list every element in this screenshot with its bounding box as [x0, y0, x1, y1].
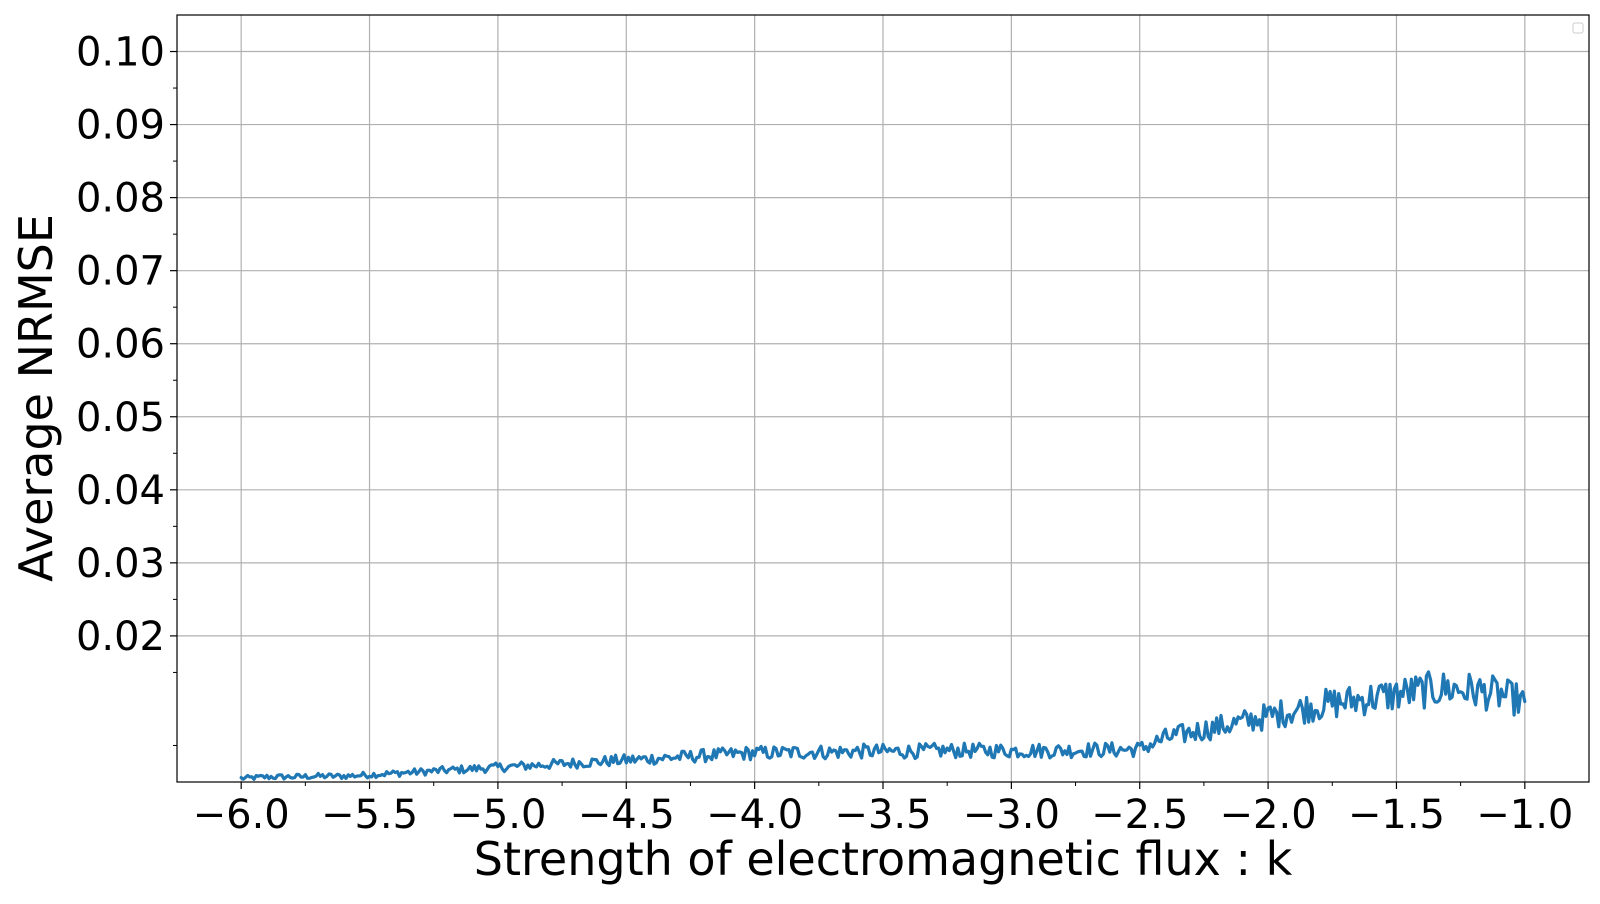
grid-layer [177, 15, 1589, 782]
series-line [239, 670, 1527, 781]
x-tick-label: −4.0 [706, 792, 803, 838]
legend-box [1572, 22, 1584, 34]
y-axis-title: Average NRMSE [9, 214, 63, 582]
x-tick-label: −2.0 [1220, 792, 1317, 838]
y-tick-label: 0.03 [76, 541, 165, 587]
x-tick-label: −3.0 [963, 792, 1060, 838]
y-tick-label: 0.07 [76, 249, 165, 295]
x-tick-label: −2.5 [1091, 792, 1188, 838]
y-tick-label: 0.08 [76, 176, 165, 222]
x-tick-label: −1.5 [1348, 792, 1445, 838]
x-tick-label: −5.0 [449, 792, 546, 838]
x-tick-label: −6.0 [193, 792, 290, 838]
x-axis-title: Strength of electromagnetic flux : k [474, 832, 1293, 886]
x-tick-label: −5.5 [321, 792, 418, 838]
x-axis: −6.0 −5.5 −5.0 −4.5 −4.0 −3.5 −3.0 −2.5 −2.0 −1.5… [193, 782, 1573, 838]
y-axis: 0.02 0.03 0.04 0.05 0.06 0.07 0.08 0.09 0.10 [76, 30, 177, 746]
x-tick-label: −3.5 [834, 792, 931, 838]
x-tick-label: −4.5 [578, 792, 675, 838]
y-tick-label: 0.02 [76, 614, 165, 660]
y-tick-label: 0.10 [76, 30, 165, 76]
y-tick-label: 0.06 [76, 322, 165, 368]
y-tick-label: 0.04 [76, 468, 165, 514]
series-layer [239, 670, 1527, 781]
x-tick-label: −1.0 [1476, 792, 1573, 838]
y-tick-label: 0.09 [76, 103, 165, 149]
y-tick-label: 0.05 [76, 395, 165, 441]
